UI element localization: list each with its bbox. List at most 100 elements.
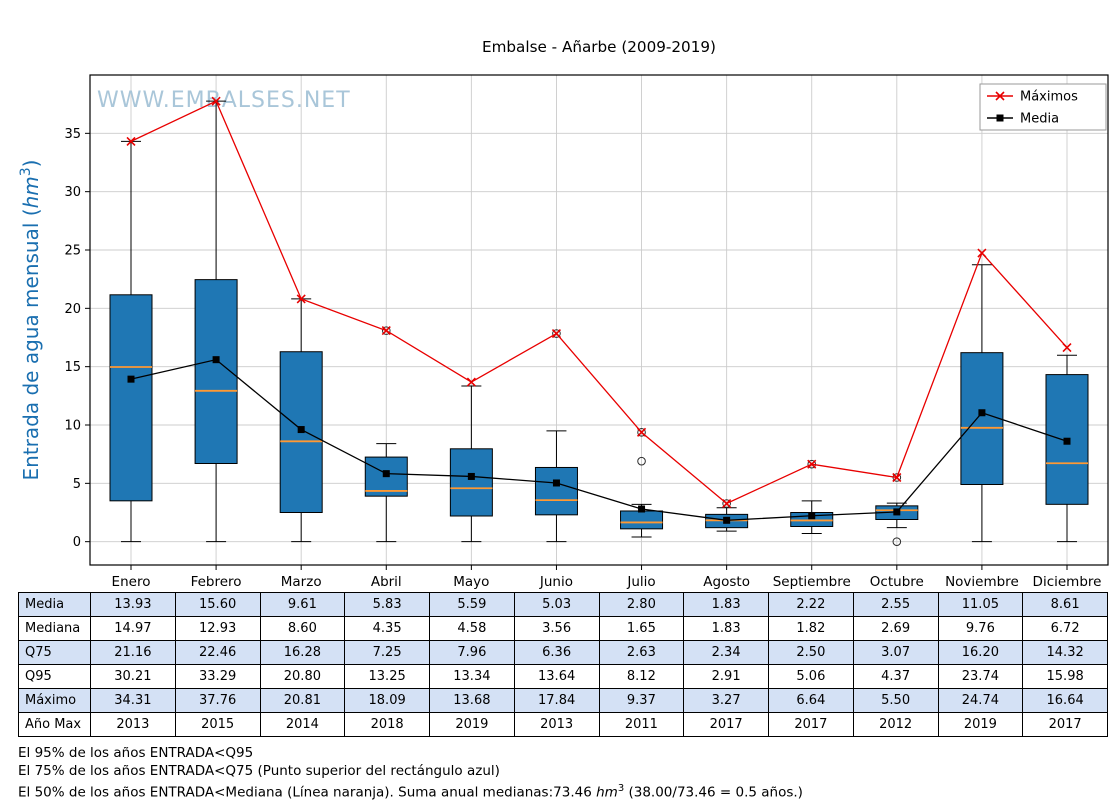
y-tick-label: 0: [73, 535, 81, 550]
table-cell: 1.83: [683, 592, 769, 617]
table-cell: 16.20: [937, 640, 1024, 665]
y-tick-label: 30: [64, 185, 81, 200]
table-cell: 17.84: [513, 688, 600, 713]
row-label: Año Max: [18, 712, 91, 737]
table-cell: 6.64: [768, 688, 854, 713]
x-marker: [551, 328, 562, 339]
table-cell: 2.22: [768, 592, 854, 617]
table-cell: 30.21: [90, 664, 176, 689]
box: [364, 456, 408, 497]
boxplot-chart: WWW.EMBALSES.NET 0 5 10 15 20 25 30 35 Enero Febre…: [18, 74, 1109, 590]
table-cell: 9.76: [937, 616, 1024, 641]
table-cell: 2018: [344, 712, 430, 737]
outlier-marker: [722, 499, 731, 508]
box: [109, 294, 153, 502]
square-marker: [808, 512, 816, 520]
table-cell: 2.34: [683, 640, 769, 665]
table-cell: 12.93: [174, 616, 261, 641]
footnote-mediana-text: El 50% de los años ENTRADA<Mediana (Líne…: [18, 784, 597, 801]
table-cell: 13.93: [90, 592, 176, 617]
table-cell: 2019: [429, 712, 515, 737]
table-cell: 2013: [90, 712, 176, 737]
square-marker: [212, 356, 220, 364]
x-tick-label: Julio: [626, 574, 655, 590]
outlier-marker: [552, 329, 561, 338]
table-cell: 3.56: [513, 616, 600, 641]
table-cell: 2.91: [683, 664, 769, 689]
table-cell: 3.07: [852, 640, 939, 665]
table-cell: 8.61: [1022, 592, 1108, 617]
square-marker: [127, 375, 135, 383]
x-tick-label: Diciembre: [1033, 574, 1102, 590]
outlier-marker: [892, 537, 902, 546]
table-row: Q75 21.16 22.46 16.28 7.25 7.96 6.36 2.63 2.34 2.…: [18, 640, 1108, 665]
footnote-unit-sup: 3: [617, 783, 625, 794]
chart-title: Embalse - Añarbe (2009-2019): [482, 38, 716, 56]
footnote-unit: hm: [596, 784, 618, 801]
footnote-q95: El 95% de los años ENTRADA<Q95: [18, 745, 254, 761]
x-tick-label: Agosto: [703, 574, 750, 590]
x-marker: [466, 377, 476, 387]
table-cell: 5.83: [344, 592, 430, 617]
plot-border: [89, 74, 1109, 566]
table-cell: 13.64: [513, 664, 600, 689]
table-cell: 2013: [513, 712, 600, 737]
legend-label-media: Media: [1020, 112, 1059, 127]
y-axis: 0 5 10 15 20 25 30 35: [64, 127, 90, 550]
table-cell: 14.97: [90, 616, 176, 641]
table-cell: 9.61: [259, 592, 346, 617]
table-cell: 4.35: [344, 616, 430, 641]
table-cell: 21.16: [90, 640, 176, 665]
outlier-marker: [637, 456, 646, 466]
stats-table: Media 13.93 15.60 9.61 5.83 5.59 5.03 2.80 1.83 2…: [18, 592, 1108, 737]
x-marker: [296, 294, 306, 304]
table-cell: 7.25: [344, 640, 430, 665]
x-tick-label: Febrero: [191, 574, 242, 590]
footnotes: El 95% de los años ENTRADA<Q95 El 75% de…: [18, 744, 803, 802]
square-marker: [467, 472, 475, 480]
footnote-mediana-tail: (38.00/73.46 = 0.5 años.): [624, 784, 803, 801]
x-marker: [892, 472, 902, 483]
table-cell: 22.46: [174, 640, 261, 665]
x-axis: Enero Febrero Marzo Abril Mayo Junio Julio Agos…: [112, 565, 1102, 590]
table-cell: 2014: [259, 712, 346, 737]
box: [620, 510, 664, 530]
x-marker: [1062, 342, 1072, 353]
x-marker: [722, 498, 732, 509]
legend-square-marker: [996, 114, 1004, 122]
series-maximos: [126, 96, 1072, 509]
row-label: Q75: [18, 640, 91, 665]
table-row: Máximo 34.31 37.76 20.81 18.09 13.68 17.84 9.37…: [18, 688, 1108, 713]
table-cell: 5.50: [852, 688, 939, 713]
table-cell: 2019: [937, 712, 1024, 737]
table-cell: 2017: [768, 712, 854, 737]
table-cell: 6.72: [1022, 616, 1108, 641]
table-cell: 8.12: [598, 664, 685, 689]
table-cell: 13.68: [429, 688, 515, 713]
y-tick-label: 15: [64, 360, 81, 375]
table-row: Año Max 2013 2015 2014 2018 2019 2013 2011 2017 2…: [18, 712, 1108, 737]
x-tick-label: Octubre: [870, 574, 924, 590]
outlier-marker: [637, 428, 646, 437]
table-cell: 15.98: [1022, 664, 1108, 689]
table-row: Media 13.93 15.60 9.61 5.83 5.59 5.03 2.80 1.83 2…: [18, 592, 1108, 617]
series-media: [127, 356, 1071, 524]
table-cell: 5.03: [513, 592, 600, 617]
table-row: Q95 30.21 33.29 20.80 13.25 13.34 13.64 8.12 2.9…: [18, 664, 1108, 689]
y-tick-label: 25: [64, 244, 81, 259]
table-cell: 37.76: [174, 688, 261, 713]
box: [534, 466, 578, 516]
box: [1045, 374, 1089, 505]
y-axis-label: Entrada de agua mensual (hm3): [18, 160, 43, 481]
table-cell: 14.32: [1022, 640, 1108, 665]
x-tick-label: Enero: [112, 574, 151, 590]
x-marker: [381, 326, 391, 336]
square-marker: [382, 470, 390, 478]
row-label: Mediana: [18, 616, 91, 641]
outlier-marker: [381, 326, 391, 335]
square-marker: [893, 508, 901, 516]
table-cell: 2017: [683, 712, 769, 737]
table-cell: 4.58: [429, 616, 515, 641]
table-cell: 3.27: [683, 688, 769, 713]
table-cell: 1.83: [683, 616, 769, 641]
